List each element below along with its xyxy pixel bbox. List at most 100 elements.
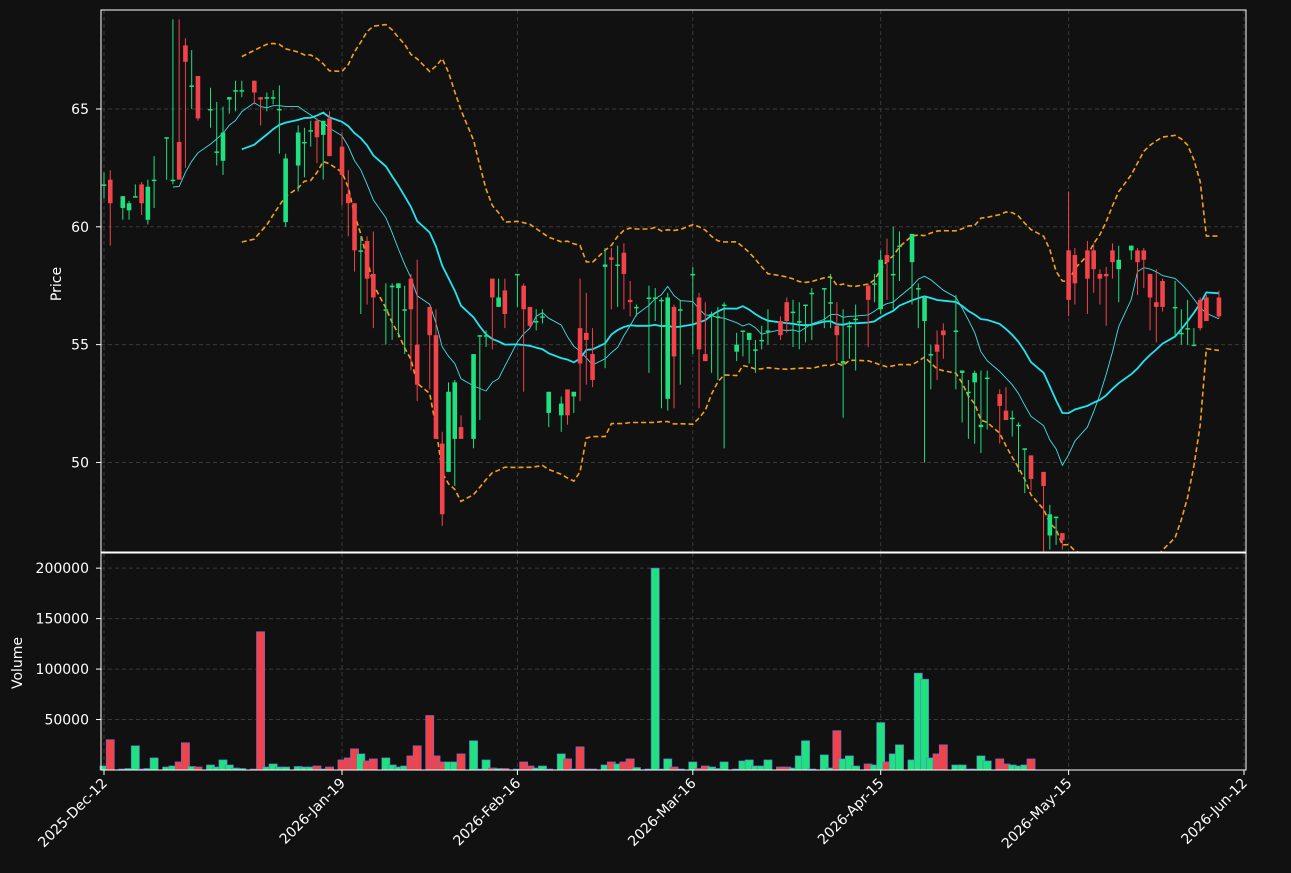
volume-plot-frame xyxy=(100,552,1247,771)
candle-body xyxy=(1091,250,1096,270)
candle-body xyxy=(840,361,846,364)
candle-body xyxy=(784,302,790,322)
price-axis-title: Price xyxy=(49,267,65,301)
candle-body xyxy=(477,335,483,337)
candle-body xyxy=(195,75,201,119)
candle-body xyxy=(446,391,451,472)
candle-body xyxy=(358,250,364,252)
candle-body xyxy=(652,297,658,299)
candle-body xyxy=(715,316,721,318)
candle-body xyxy=(897,245,902,248)
candle-body xyxy=(1022,448,1028,450)
candle-body xyxy=(483,335,489,337)
candle-body xyxy=(295,132,301,166)
candle-body xyxy=(408,278,414,310)
candle-body xyxy=(540,316,545,318)
candle-body xyxy=(634,306,639,309)
candle-body xyxy=(922,297,927,322)
candle-body xyxy=(1172,306,1178,309)
candle-body xyxy=(759,339,764,342)
candle-body xyxy=(703,354,708,362)
moving-average-slow-line xyxy=(241,111,1219,415)
candle-body xyxy=(872,283,877,285)
candle-body xyxy=(120,196,126,208)
price-tick-label: 65 xyxy=(71,102,89,118)
candle-body xyxy=(696,297,702,350)
candle-body xyxy=(934,344,940,352)
candle-body xyxy=(1028,455,1034,479)
candle-body xyxy=(1103,273,1109,277)
candle-body xyxy=(721,304,727,307)
candle-body xyxy=(258,97,263,100)
candle-body xyxy=(890,273,896,276)
candle-body xyxy=(565,389,570,416)
candle-body xyxy=(345,193,351,204)
candle-body xyxy=(1047,514,1053,536)
candle-body xyxy=(878,259,884,310)
candle-body xyxy=(427,306,433,336)
candle-body xyxy=(252,80,257,93)
candle-body xyxy=(865,285,871,300)
candle-body xyxy=(364,240,370,279)
candle-body xyxy=(402,309,407,311)
candle-body xyxy=(558,403,564,416)
candle-body xyxy=(1085,250,1090,279)
candle-body xyxy=(515,273,520,276)
candle-body xyxy=(239,90,245,92)
candle-body xyxy=(1066,250,1071,300)
candle-body xyxy=(471,354,476,439)
candle-body xyxy=(533,321,539,323)
candle-body xyxy=(546,391,552,413)
candle-body xyxy=(584,332,589,340)
candle-body xyxy=(527,306,533,326)
candle-body xyxy=(1003,410,1009,421)
candle-body xyxy=(847,325,852,328)
volume-bar xyxy=(149,757,159,771)
candle-body xyxy=(915,288,921,290)
candle-body xyxy=(822,288,827,290)
candle-body xyxy=(270,97,276,99)
candle-body xyxy=(1154,302,1159,307)
candle-body xyxy=(828,302,833,304)
candle-body xyxy=(646,297,652,299)
candle-body xyxy=(1160,281,1165,307)
candle-body xyxy=(659,299,664,302)
candle-body xyxy=(1204,297,1209,322)
candle-body xyxy=(1110,250,1115,263)
candle-body xyxy=(753,349,758,351)
candle-body xyxy=(101,184,107,186)
candle-body xyxy=(1053,516,1059,519)
candle-body xyxy=(972,372,977,383)
candle-body xyxy=(283,158,288,223)
candle-body xyxy=(433,335,439,439)
candle-body xyxy=(414,344,420,385)
candle-body xyxy=(690,273,696,276)
moving-average-fast-line xyxy=(172,102,1220,467)
candle-body xyxy=(1116,259,1122,270)
volume-bar xyxy=(575,746,585,771)
price-panel: 50 55 60 65 xyxy=(71,9,1247,553)
candle-body xyxy=(734,344,739,352)
candle-body xyxy=(439,443,445,515)
candle-body xyxy=(746,332,752,340)
candle-body xyxy=(796,321,802,323)
volume-bar xyxy=(982,760,992,771)
candle-body xyxy=(226,97,232,100)
candle-body xyxy=(496,297,501,307)
candle-body xyxy=(909,233,915,263)
candle-body xyxy=(590,354,595,380)
candle-body xyxy=(371,273,376,298)
candle-body xyxy=(170,179,176,182)
candle-body xyxy=(233,90,238,92)
candle-body xyxy=(709,313,714,316)
candle-body xyxy=(790,311,796,314)
candle-body xyxy=(928,354,934,356)
candle-body xyxy=(671,306,677,357)
candle-body xyxy=(577,328,583,364)
candle-body xyxy=(458,427,464,439)
candle-body xyxy=(208,108,213,111)
candle-body xyxy=(521,285,526,310)
candle-body xyxy=(1060,533,1065,541)
volume-bar xyxy=(1026,758,1036,771)
